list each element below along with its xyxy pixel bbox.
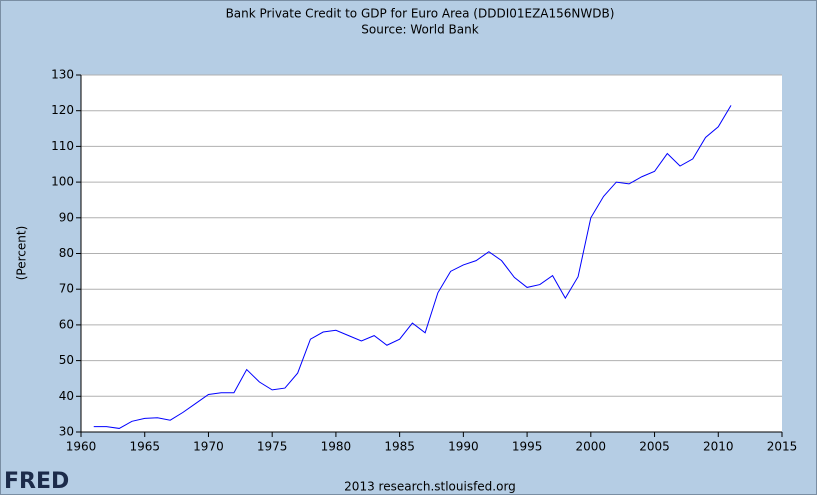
y-tick-label: 50: [59, 353, 74, 367]
x-tick-label: 2005: [639, 440, 670, 454]
y-tick-label: 80: [59, 246, 74, 260]
chart-title: Bank Private Credit to GDP for Euro Area…: [226, 7, 615, 21]
y-axis-label: (Percent): [15, 226, 29, 281]
y-tick-label: 60: [59, 317, 74, 331]
y-tick-label: 40: [59, 389, 74, 403]
x-tick-label: 2000: [576, 440, 607, 454]
y-tick-label: 100: [51, 175, 74, 189]
x-tick-label: 1970: [193, 440, 224, 454]
x-tick-label: 1965: [129, 440, 160, 454]
x-tick-label: 2010: [703, 440, 734, 454]
chart-subtitle: Source: World Bank: [361, 23, 478, 37]
footer: 2013 research.stlouisfed.org: [344, 480, 516, 494]
y-tick-label: 120: [51, 103, 74, 117]
y-tick-label: 90: [59, 210, 74, 224]
x-tick-label: 1975: [257, 440, 288, 454]
data-line: [93, 105, 732, 429]
y-tick-label: 30: [59, 425, 74, 439]
y-tick-label: 70: [59, 282, 74, 296]
x-tick-label: 1980: [321, 440, 352, 454]
x-tick-label: 1995: [512, 440, 543, 454]
logo: FRED: [4, 469, 69, 494]
x-tick-label: 1960: [66, 440, 97, 454]
x-tick-label: 2015: [767, 440, 798, 454]
x-tick-label: 1985: [384, 440, 415, 454]
x-tick-label: 1990: [448, 440, 479, 454]
y-tick-label: 130: [51, 68, 74, 82]
y-tick-label: 110: [51, 139, 74, 153]
